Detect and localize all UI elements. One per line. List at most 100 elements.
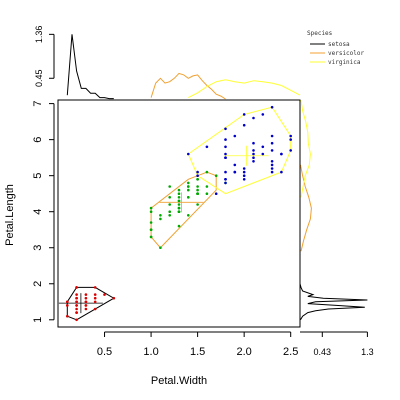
point-virginica bbox=[196, 174, 199, 177]
point-setosa bbox=[75, 296, 78, 300]
point-versicolor bbox=[196, 178, 199, 181]
point-versicolor bbox=[177, 196, 181, 199]
series-virginica bbox=[187, 105, 293, 195]
point-virginica bbox=[289, 149, 293, 152]
point-virginica bbox=[196, 170, 199, 174]
point-virginica bbox=[280, 170, 283, 174]
point-setosa bbox=[75, 286, 78, 289]
point-virginica bbox=[224, 138, 227, 141]
point-setosa bbox=[93, 293, 97, 296]
main-scatter-panel: 0.5 1.0 1.5 2.0 2.5 1 2 3 4 5 6 7 bbox=[32, 99, 301, 358]
point-setosa bbox=[93, 296, 97, 300]
y-tick-label: 2 bbox=[32, 281, 44, 287]
point-virginica bbox=[289, 138, 293, 141]
point-versicolor bbox=[149, 235, 153, 239]
point-virginica bbox=[224, 170, 227, 174]
point-virginica bbox=[252, 116, 255, 120]
point-virginica bbox=[224, 127, 227, 131]
top-marginal-tick-label: 1.36 bbox=[34, 26, 44, 44]
point-setosa bbox=[75, 318, 78, 322]
right-marginal-tick-label: 0.43 bbox=[314, 347, 332, 357]
point-versicolor bbox=[196, 192, 199, 195]
right-marginal-density: 0.43 1.3 bbox=[299, 99, 374, 357]
point-setosa bbox=[84, 300, 88, 304]
point-setosa bbox=[75, 307, 78, 311]
point-versicolor bbox=[177, 203, 181, 206]
y-tick-label: 7 bbox=[32, 101, 44, 107]
point-setosa bbox=[75, 293, 78, 296]
point-versicolor bbox=[177, 199, 181, 203]
y-tick-label: 1 bbox=[32, 317, 44, 323]
series-versicolor bbox=[149, 170, 227, 249]
point-virginica bbox=[280, 152, 283, 156]
point-setosa bbox=[66, 300, 69, 304]
point-versicolor bbox=[205, 170, 209, 174]
point-virginica bbox=[224, 156, 227, 159]
point-versicolor bbox=[187, 181, 190, 185]
right-density-curve-versicolor bbox=[300, 164, 312, 252]
point-setosa bbox=[84, 296, 88, 300]
point-versicolor bbox=[168, 203, 171, 206]
x-tick-label: 1.0 bbox=[143, 346, 158, 358]
point-virginica bbox=[261, 145, 265, 149]
point-virginica bbox=[261, 113, 265, 116]
point-virginica bbox=[252, 149, 255, 152]
y-tick-label: 4 bbox=[32, 209, 44, 215]
plot-frame bbox=[57, 99, 301, 328]
top-density-curve-setosa bbox=[66, 34, 114, 100]
point-virginica bbox=[242, 170, 246, 174]
point-versicolor bbox=[187, 196, 190, 199]
point-versicolor bbox=[196, 203, 199, 206]
point-versicolor bbox=[196, 188, 199, 192]
point-virginica bbox=[270, 105, 274, 109]
point-virginica bbox=[224, 181, 227, 185]
point-versicolor bbox=[149, 221, 153, 224]
point-setosa bbox=[75, 300, 78, 304]
point-virginica bbox=[270, 149, 274, 152]
point-versicolor bbox=[187, 214, 190, 217]
point-virginica bbox=[242, 178, 246, 181]
point-virginica bbox=[289, 134, 293, 138]
point-virginica bbox=[224, 178, 227, 181]
point-versicolor bbox=[177, 206, 181, 210]
point-virginica bbox=[187, 152, 190, 156]
point-virginica bbox=[270, 167, 274, 170]
point-versicolor bbox=[187, 185, 190, 188]
point-setosa bbox=[66, 304, 69, 307]
point-virginica bbox=[242, 174, 246, 177]
point-virginica bbox=[252, 156, 255, 159]
point-virginica bbox=[224, 145, 227, 149]
point-setosa bbox=[93, 300, 97, 304]
point-versicolor bbox=[149, 206, 153, 210]
point-virginica bbox=[233, 134, 237, 138]
point-versicolor bbox=[214, 174, 218, 177]
point-virginica bbox=[270, 160, 274, 163]
point-versicolor bbox=[168, 214, 171, 217]
right-density-curve-setosa bbox=[299, 283, 368, 321]
point-versicolor bbox=[149, 228, 153, 231]
point-versicolor bbox=[168, 196, 171, 199]
point-virginica bbox=[252, 152, 255, 156]
point-versicolor bbox=[205, 192, 209, 195]
right-marginal-tick-label: 1.3 bbox=[361, 347, 374, 357]
point-virginica bbox=[242, 113, 246, 116]
x-axis-title: Petal.Width bbox=[151, 375, 207, 387]
point-virginica bbox=[205, 145, 209, 149]
point-versicolor bbox=[196, 185, 199, 188]
right-density-curve-virginica bbox=[300, 99, 311, 198]
y-axis-title: Petal.Length bbox=[4, 184, 16, 246]
point-versicolor bbox=[159, 217, 162, 221]
point-versicolor bbox=[177, 192, 181, 195]
point-virginica bbox=[233, 170, 237, 174]
point-versicolor bbox=[149, 210, 153, 213]
point-versicolor bbox=[187, 188, 190, 192]
point-versicolor bbox=[177, 224, 181, 228]
point-versicolor bbox=[168, 210, 171, 213]
point-setosa bbox=[103, 293, 106, 296]
point-versicolor bbox=[168, 185, 171, 188]
legend-label-setosa: setosa bbox=[328, 41, 350, 48]
point-setosa bbox=[93, 307, 97, 311]
point-virginica bbox=[261, 152, 265, 156]
hull-versicolor bbox=[150, 171, 217, 249]
